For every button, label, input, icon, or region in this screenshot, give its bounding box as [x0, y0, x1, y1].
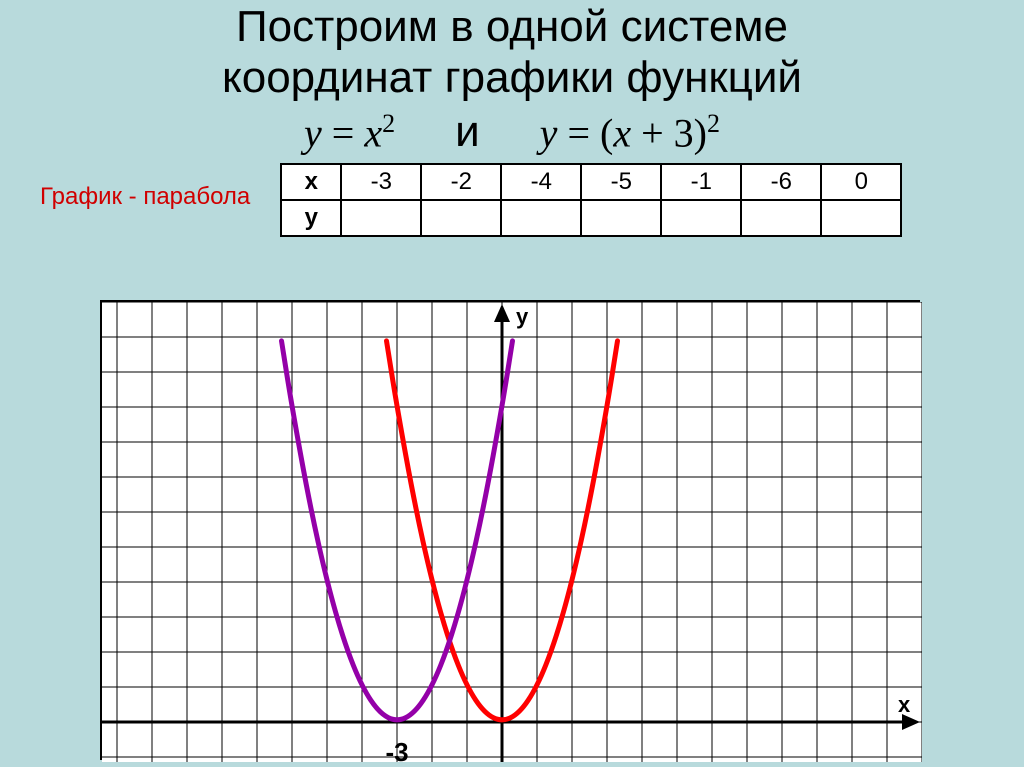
chart-area: y x -3	[100, 300, 920, 760]
table-cell: -5	[581, 164, 661, 200]
conjunction: и	[455, 107, 480, 157]
table-cell	[741, 200, 821, 236]
formula-2: y = (x + 3)2	[540, 109, 720, 156]
table-cell	[661, 200, 741, 236]
svg-text:x: x	[898, 692, 911, 717]
chart-caption: График - парабола	[40, 163, 250, 211]
chart-svg: y x -3	[102, 302, 922, 762]
table-cell	[421, 200, 501, 236]
table-header-x: x	[281, 164, 341, 200]
formula-1: y = x2	[304, 109, 395, 156]
table-cell	[821, 200, 901, 236]
formula-row: y = x2 и y = (x + 3)2	[0, 107, 1024, 157]
table-cell	[501, 200, 581, 236]
table-cell: -4	[501, 164, 581, 200]
data-table: x -3 -2 -4 -5 -1 -6 0 y	[280, 163, 902, 237]
table-cell: -6	[741, 164, 821, 200]
title-block: Построим в одной системе координат графи…	[0, 0, 1024, 157]
mid-row: График - парабола x -3 -2 -4 -5 -1 -6 0 …	[0, 163, 1024, 237]
svg-text:y: y	[516, 304, 529, 329]
table-cell: -3	[341, 164, 421, 200]
table-cell	[581, 200, 661, 236]
table-row-y: y	[281, 200, 901, 236]
table-header-y: y	[281, 200, 341, 236]
title-line-2: координат графики функций	[0, 53, 1024, 104]
title-line-1: Построим в одной системе	[0, 2, 1024, 53]
table-cell: -2	[421, 164, 501, 200]
svg-text:-3: -3	[385, 737, 408, 762]
table-row-x: x -3 -2 -4 -5 -1 -6 0	[281, 164, 901, 200]
table-cell: -1	[661, 164, 741, 200]
table-cell: 0	[821, 164, 901, 200]
table-cell	[341, 200, 421, 236]
